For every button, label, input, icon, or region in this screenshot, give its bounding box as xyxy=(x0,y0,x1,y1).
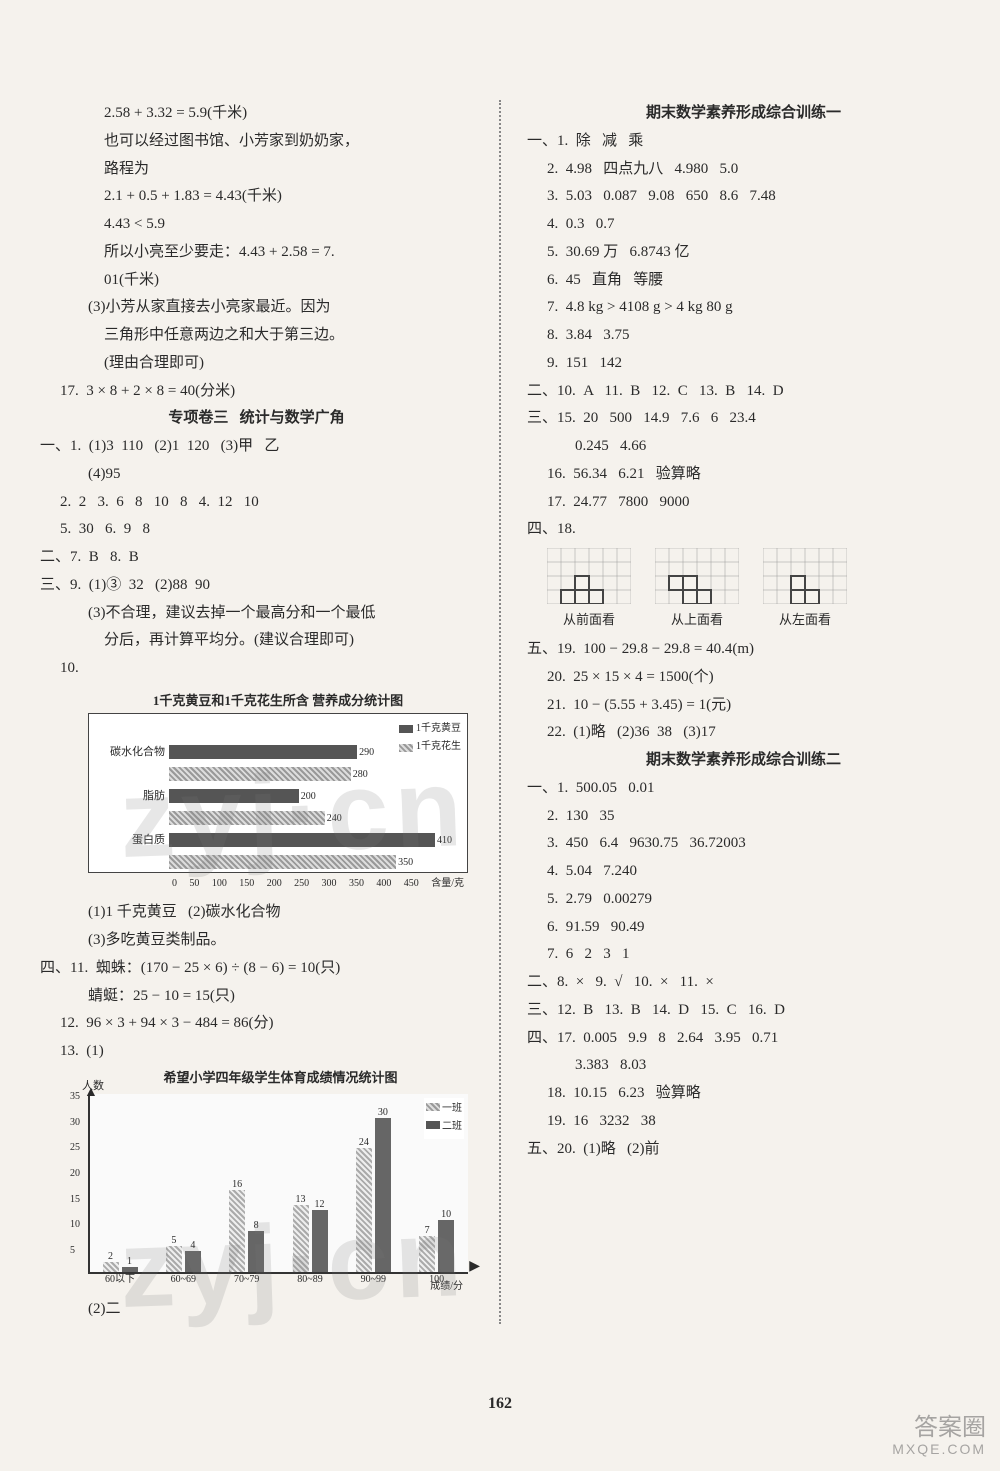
text-line: 一、1. 除 减 乘 xyxy=(527,128,960,156)
hbar-plot-area: 1千克黄豆 1千克花生 碳水化合物290280脂肪200240蛋白质410350 xyxy=(88,713,468,873)
axis-arrow: ▶ xyxy=(469,1254,480,1280)
legend-label: 1千克黄豆 xyxy=(416,720,461,739)
text-line: (1)1 千克黄豆 (2)碳水化合物 xyxy=(40,899,473,927)
text-line: 4.43 < 5.9 xyxy=(40,211,473,239)
text-line: (3)不合理，建议去掉一个最高分和一个最低 xyxy=(40,600,473,628)
text-line: 7. 4.8 kg > 4108 g > 4 kg 80 g xyxy=(527,294,960,322)
left-column: 2.58 + 3.32 = 5.9(千米) 也可以经过图书馆、小芳家到奶奶家， … xyxy=(40,100,473,1324)
text-line: 分后，再计算平均分。(建议合理即可) xyxy=(40,627,473,655)
text-line: 所以小亮至少要走：4.43 + 2.58 = 7. xyxy=(40,239,473,267)
text-line: 2. 2 3. 6 8 10 8 4. 12 10 xyxy=(40,489,473,517)
text-line: 三、9. (1)③ 32 (2)88 90 xyxy=(40,572,473,600)
column-divider xyxy=(499,100,501,1324)
text-line: 19. 16 3232 38 xyxy=(527,1108,960,1136)
text-line: 三、12. B 13. B 14. D 15. C 16. D xyxy=(527,997,960,1025)
text-line: 20. 25 × 15 × 4 = 1500(个) xyxy=(527,664,960,692)
text-line: 5. 30 6. 9 8 xyxy=(40,516,473,544)
y-axis-label: 人数 xyxy=(82,1076,104,1096)
section-title: 期末数学素养形成综合训练二 xyxy=(527,747,960,775)
text-line: 一、1. (1)3 110 (2)1 120 (3)甲 乙 xyxy=(40,433,473,461)
text-line: 2. 4.98 四点九八 4.980 5.0 xyxy=(527,156,960,184)
text-line: 4. 0.3 0.7 xyxy=(527,211,960,239)
nutrition-chart: 1千克黄豆和1千克花生所含 营养成分统计图 1千克黄豆 1千克花生 碳水化合物2… xyxy=(88,689,468,894)
text-line: 8. 3.84 3.75 xyxy=(527,322,960,350)
text-line: 2.1 + 0.5 + 1.83 = 4.43(千米) xyxy=(40,183,473,211)
text-line: 3.383 8.03 xyxy=(527,1052,960,1080)
text-line: 7. 6 2 3 1 xyxy=(527,941,960,969)
section-title: 专项卷三 统计与数学广角 xyxy=(40,405,473,433)
text-line: 0.245 4.66 xyxy=(527,433,960,461)
chart-title: 1千克黄豆和1千克花生所含 营养成分统计图 xyxy=(88,689,468,713)
text-line: 二、8. × 9. √ 10. × 11. × xyxy=(527,969,960,997)
text-line: 四、11. 蜘蛛：(170 − 25 × 6) ÷ (8 − 6) = 10(只… xyxy=(40,955,473,983)
text-line: (理由合理即可) xyxy=(40,350,473,378)
text-line: 五、20. (1)略 (2)前 xyxy=(527,1136,960,1164)
text-line: 蜻蜓：25 − 10 = 15(只) xyxy=(40,983,473,1011)
text-line: (2)二 xyxy=(40,1296,473,1324)
text-line: 四、17. 0.005 9.9 8 2.64 3.95 0.71 xyxy=(527,1025,960,1053)
right-column: 期末数学素养形成综合训练一 一、1. 除 减 乘 2. 4.98 四点九八 4.… xyxy=(527,100,960,1324)
text-line: 16. 56.34 6.21 验算略 xyxy=(527,461,960,489)
text-line: 二、7. B 8. B xyxy=(40,544,473,572)
text-line: 01(千米) xyxy=(40,267,473,295)
legend-swatch xyxy=(426,1121,440,1129)
text-line: 5. 30.69 万 6.8743 亿 xyxy=(527,239,960,267)
chart-legend: 一班 二班 xyxy=(424,1098,465,1139)
text-line: 2. 130 35 xyxy=(527,803,960,831)
text-line: 三、15. 20 500 14.9 7.6 6 23.4 xyxy=(527,405,960,433)
chart-title: 希望小学四年级学生体育成绩情况统计图 xyxy=(88,1066,473,1090)
text-line: 也可以经过图书馆、小芳家到奶奶家， xyxy=(40,128,473,156)
legend-label: 二班 xyxy=(442,1121,462,1132)
text-line: 12. 96 × 3 + 94 × 3 − 484 = 86(分) xyxy=(40,1010,473,1038)
text-line: 二、10. A 11. B 12. C 13. B 14. D xyxy=(527,378,960,406)
page-number: 162 xyxy=(0,1395,1000,1413)
text-line: 3. 5.03 0.087 9.08 650 8.6 7.48 xyxy=(527,183,960,211)
page-columns: 2.58 + 3.32 = 5.9(千米) 也可以经过图书馆、小芳家到奶奶家， … xyxy=(0,0,1000,1364)
text-line: 13. (1) xyxy=(40,1038,473,1066)
text-line: 17. 3 × 8 + 2 × 8 = 40(分米) xyxy=(40,378,473,406)
text-line: 17. 24.77 7800 9000 xyxy=(527,489,960,517)
orthographic-views: 从前面看从上面看从左面看 xyxy=(547,548,960,632)
text-line: 4. 5.04 7.240 xyxy=(527,858,960,886)
legend-swatch xyxy=(399,725,413,733)
text-line: 5. 2.79 0.00279 xyxy=(527,886,960,914)
badge-line: MXQE.COM xyxy=(892,1442,986,1457)
text-line: 五、19. 100 − 29.8 − 29.8 = 40.4(m) xyxy=(527,636,960,664)
badge-line: 答案圈 xyxy=(892,1415,986,1441)
section-title: 期末数学素养形成综合训练一 xyxy=(527,100,960,128)
legend-label: 一班 xyxy=(442,1103,462,1114)
text-line: 3. 450 6.4 9630.75 36.72003 xyxy=(527,830,960,858)
text-line: 2.58 + 3.32 = 5.9(千米) xyxy=(40,100,473,128)
corner-badge: 答案圈 MXQE.COM xyxy=(892,1415,986,1457)
text-line: 路程为 xyxy=(40,156,473,184)
text-line: 6. 45 直角 等腰 xyxy=(527,267,960,295)
text-line: 一、1. 500.05 0.01 xyxy=(527,775,960,803)
text-line: 18. 10.15 6.23 验算略 xyxy=(527,1080,960,1108)
legend-swatch xyxy=(426,1103,440,1111)
text-line: 三角形中任意两边之和大于第三边。 xyxy=(40,322,473,350)
text-line: 9. 151 142 xyxy=(527,350,960,378)
text-line: 6. 91.59 90.49 xyxy=(527,914,960,942)
text-line: 四、18. xyxy=(527,516,960,544)
text-line: 21. 10 − (5.55 + 3.45) = 1(元) xyxy=(527,692,960,720)
text-line: (4)95 xyxy=(40,461,473,489)
sports-chart: ▲ ▶ 人数 一班 二班 51015202530352160以下5460~691… xyxy=(88,1094,468,1274)
text-line: (3)多吃黄豆类制品。 xyxy=(40,927,473,955)
text-line: 10. xyxy=(40,655,473,683)
text-line: 22. (1)略 (2)36 38 (3)17 xyxy=(527,719,960,747)
text-line: (3)小芳从家直接去小亮家最近。因为 xyxy=(40,294,473,322)
